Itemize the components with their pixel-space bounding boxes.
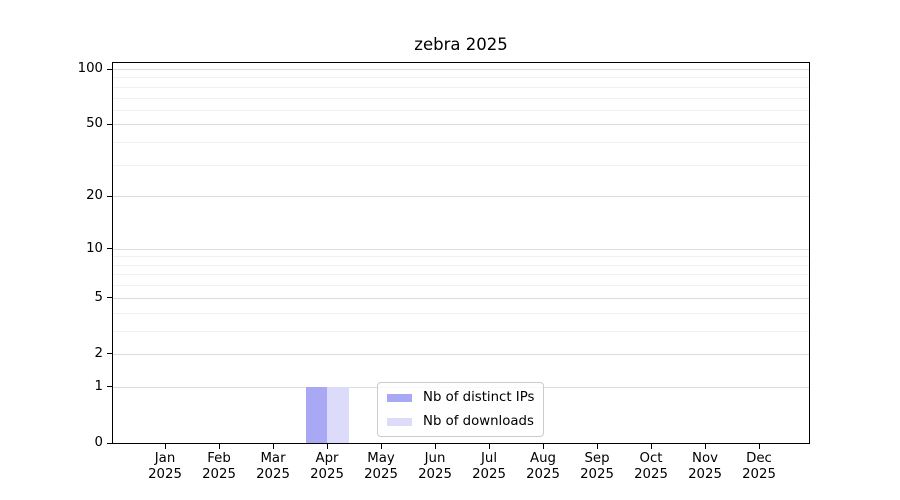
x-tick-nov	[704, 444, 706, 449]
gridline-minor-8	[113, 264, 809, 266]
x-tick-label-nov: Nov 2025	[678, 451, 732, 482]
x-tick-year-may: 2025	[364, 466, 398, 482]
y-tick-2	[107, 353, 112, 355]
bar-nb-of-distinct-ips-apr	[305, 386, 327, 443]
y-tick-50	[107, 123, 112, 125]
x-tick-label-jul: Jul 2025	[462, 451, 516, 482]
y-tick-10	[107, 248, 112, 250]
gridline-major-5	[113, 297, 809, 299]
y-tick-1	[107, 386, 112, 388]
gridline-minor-40	[113, 142, 809, 144]
gridline-major-2	[113, 353, 809, 355]
gridline-major-100	[113, 69, 809, 70]
x-tick-label-mar: Mar 2025	[246, 451, 300, 482]
x-tick-month-jul: Jul	[480, 451, 498, 466]
gridline-minor-60	[113, 109, 809, 111]
x-tick-may	[380, 444, 382, 449]
x-tick-year-jul: 2025	[472, 466, 506, 482]
x-tick-dec	[758, 444, 760, 449]
x-tick-label-oct: Oct 2025	[624, 451, 678, 482]
x-tick-month-oct: Oct	[639, 451, 663, 466]
x-tick-month-jan: Jan	[154, 451, 176, 466]
x-tick-year-jan: 2025	[148, 466, 182, 482]
x-tick-month-may: May	[367, 451, 395, 466]
legend-entry-downloads: Nb of downloads	[387, 412, 534, 431]
y-tick-0	[107, 442, 112, 444]
x-tick-year-sep: 2025	[580, 466, 614, 482]
x-tick-year-oct: 2025	[634, 466, 668, 482]
x-tick-aug	[542, 444, 544, 449]
y-tick-20	[107, 195, 112, 197]
x-tick-oct	[650, 444, 652, 449]
gridline-major-10	[113, 248, 809, 250]
gridline-major-50	[113, 124, 809, 126]
y-tick-5	[107, 297, 112, 299]
x-tick-label-apr: Apr 2025	[300, 451, 354, 482]
x-tick-month-mar: Mar	[260, 451, 286, 466]
gridline-major-20	[113, 196, 809, 198]
legend-swatch-distinct-ips-icon	[387, 393, 412, 402]
x-tick-label-sep: Sep 2025	[570, 451, 624, 482]
x-tick-year-nov: 2025	[688, 466, 722, 482]
x-tick-label-feb: Feb 2025	[192, 451, 246, 482]
y-tick-label-20: 20	[86, 188, 103, 204]
y-tick-label-5: 5	[94, 289, 103, 305]
gridline-minor-90	[113, 77, 809, 79]
x-tick-apr	[326, 444, 328, 449]
x-tick-month-nov: Nov	[692, 451, 718, 466]
gridline-minor-9	[113, 256, 809, 258]
legend-swatch-downloads-icon	[387, 417, 412, 426]
y-tick-label-100: 100	[77, 61, 103, 76]
gridline-minor-30	[113, 164, 809, 166]
x-tick-month-jun: Jun	[424, 451, 446, 466]
x-tick-label-jan: Jan 2025	[138, 451, 192, 482]
x-tick-label-dec: Dec 2025	[732, 451, 786, 482]
x-tick-feb	[218, 444, 220, 449]
gridline-minor-4	[113, 312, 809, 314]
y-tick-label-1: 1	[94, 378, 103, 394]
y-tick-label-0: 0	[94, 435, 103, 450]
bar-nb-of-downloads-apr	[327, 386, 349, 443]
x-tick-month-feb: Feb	[207, 451, 231, 466]
y-tick-label-50: 50	[86, 116, 103, 132]
x-tick-month-aug: Aug	[530, 451, 556, 466]
x-tick-mar	[272, 444, 274, 449]
legend-label-downloads: Nb of downloads	[423, 414, 534, 429]
x-tick-year-jun: 2025	[418, 466, 452, 482]
x-tick-label-may: May 2025	[354, 451, 408, 482]
x-tick-sep	[596, 444, 598, 449]
gridline-minor-6	[113, 285, 809, 287]
x-tick-jun	[434, 444, 436, 449]
legend: Nb of distinct IPs Nb of downloads	[377, 382, 545, 437]
x-tick-label-jun: Jun 2025	[408, 451, 462, 482]
x-tick-year-mar: 2025	[256, 466, 290, 482]
gridline-minor-7	[113, 274, 809, 276]
gridline-minor-80	[113, 86, 809, 88]
y-tick-100	[107, 68, 112, 70]
x-tick-year-aug: 2025	[526, 466, 560, 482]
y-tick-label-2: 2	[94, 345, 103, 361]
legend-entry-distinct-ips: Nb of distinct IPs	[387, 388, 534, 407]
x-tick-jul	[488, 444, 490, 449]
y-tick-label-10: 10	[86, 240, 103, 256]
gridline-minor-70	[113, 97, 809, 99]
x-tick-month-dec: Dec	[746, 451, 772, 466]
legend-label-distinct-ips: Nb of distinct IPs	[423, 390, 535, 405]
x-tick-year-apr: 2025	[310, 466, 344, 482]
gridline-minor-3	[113, 330, 809, 332]
x-tick-month-sep: Sep	[584, 451, 610, 466]
x-tick-month-apr: Apr	[315, 451, 339, 466]
plot-area: Nb of distinct IPs Nb of downloads 0 1 2 5 1…	[78, 61, 810, 482]
x-tick-jan	[164, 444, 166, 449]
x-tick-label-aug: Aug 2025	[516, 451, 570, 482]
x-tick-year-dec: 2025	[742, 466, 776, 482]
x-tick-year-feb: 2025	[202, 466, 236, 482]
chart-title: zebra 2025	[414, 35, 508, 54]
